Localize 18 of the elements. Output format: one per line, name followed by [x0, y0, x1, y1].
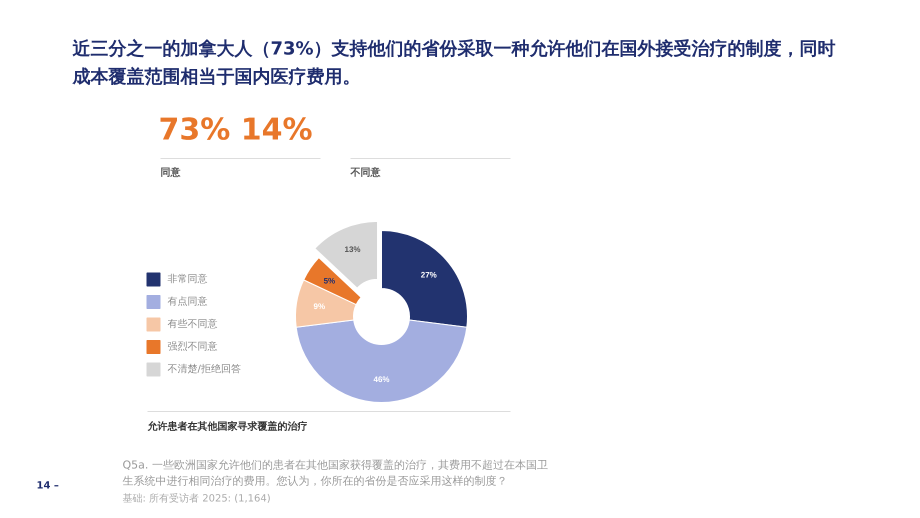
legend-label: 强烈不同意 — [168, 340, 218, 352]
legend-label: 非常同意 — [168, 273, 208, 285]
legend-label: 有些不同意 — [168, 318, 218, 330]
data-label: 46% — [373, 375, 390, 384]
legend-label: 有点同意 — [168, 296, 208, 308]
chart-title: 近三分之一的加拿大人（73%）支持他们的省份采取一种允许他们在国外接受治疗的制度，同时成本覆盖范围相当于国内医疗费用。 — [72, 38, 836, 88]
data-label: 27% — [420, 270, 437, 280]
text: 不同意 — [350, 166, 382, 178]
text: 同意 — [160, 166, 182, 178]
text: 基础: 所有受访者 2025: (1,164) — [122, 492, 271, 504]
text: 73% 14% — [158, 112, 313, 148]
data-label: 13% — [344, 245, 361, 254]
legend-label: 不清楚/拒绝回答 — [168, 363, 241, 375]
data-label: 9% — [313, 302, 326, 312]
data-label: 5% — [324, 276, 336, 286]
text: Q5a. 一些欧洲国家允许他们的患者在其他国家获得覆盖的治疗，其费用不超过在本国卫生系统中进行相同治疗的费用。您认为，你所在的省份是否应采用这样的制度？ — [122, 458, 548, 488]
text: 允许患者在其他国家寻求覆盖的治疗 — [148, 420, 308, 432]
text: 14 – — [36, 480, 59, 492]
